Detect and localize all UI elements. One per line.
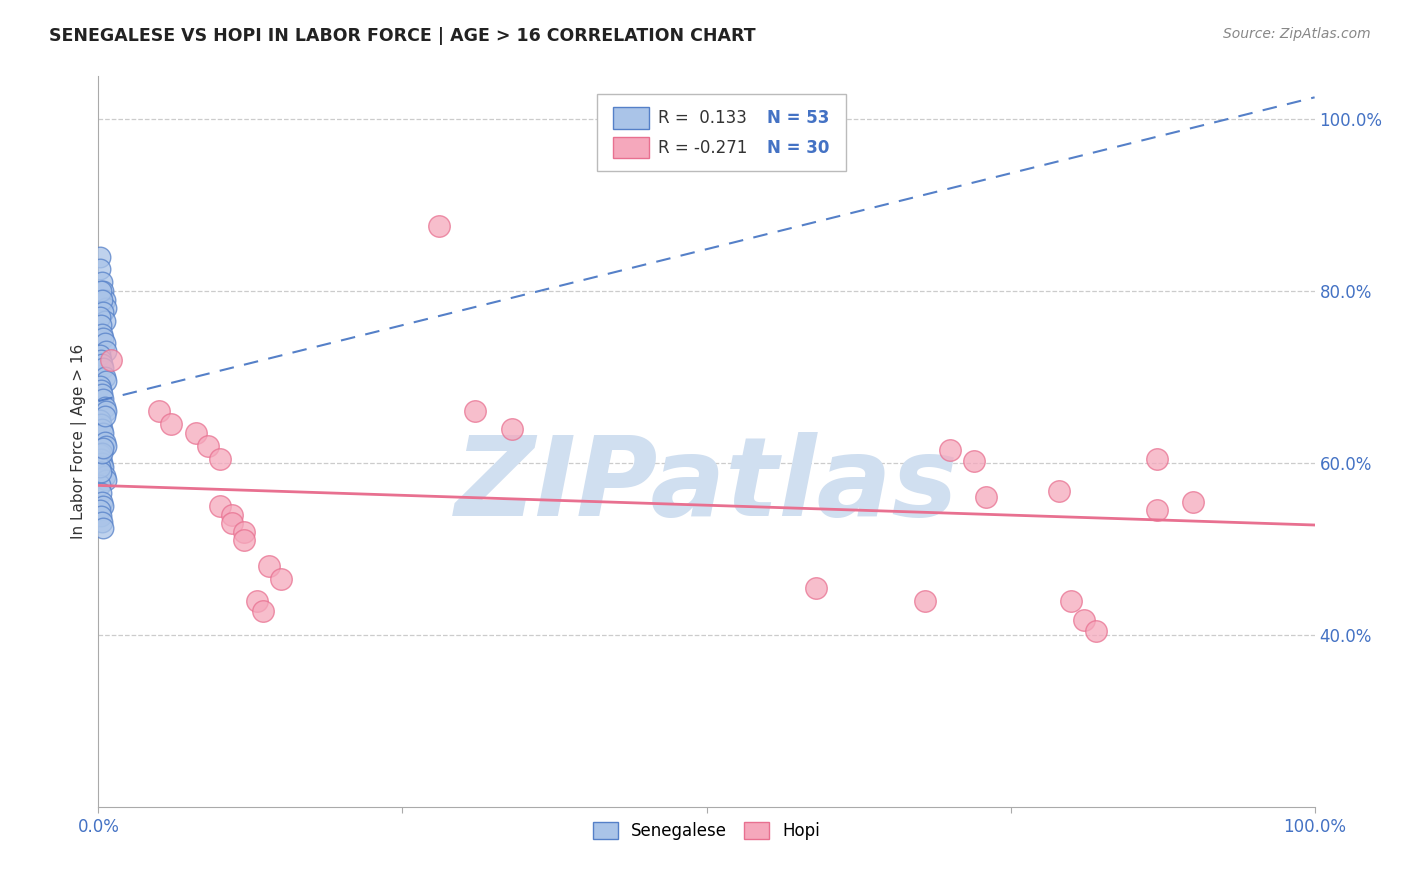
Point — [91, 361, 114, 376]
Point — [90, 486, 112, 500]
Point — [1146, 503, 1168, 517]
Point — [93, 293, 115, 307]
Point — [91, 520, 114, 534]
Point — [1073, 613, 1095, 627]
Point — [89, 460, 111, 475]
Point — [91, 284, 114, 298]
Point — [221, 516, 243, 531]
FancyBboxPatch shape — [598, 95, 846, 171]
Point — [1146, 451, 1168, 466]
Point — [257, 559, 280, 574]
Point — [89, 477, 111, 491]
Point — [89, 378, 111, 392]
Point — [90, 465, 112, 479]
Point — [939, 443, 962, 458]
Point — [91, 392, 114, 406]
Point — [89, 349, 111, 363]
Point — [974, 491, 997, 505]
Point — [221, 508, 243, 522]
Point — [93, 409, 115, 423]
Text: SENEGALESE VS HOPI IN LABOR FORCE | AGE > 16 CORRELATION CHART: SENEGALESE VS HOPI IN LABOR FORCE | AGE … — [49, 27, 756, 45]
Text: Source: ZipAtlas.com: Source: ZipAtlas.com — [1223, 27, 1371, 41]
Point — [914, 593, 936, 607]
FancyBboxPatch shape — [613, 136, 650, 159]
Point — [91, 460, 114, 475]
Point — [209, 451, 232, 466]
Y-axis label: In Labor Force | Age > 16: In Labor Force | Age > 16 — [72, 344, 87, 539]
Point — [93, 370, 115, 384]
Point — [90, 284, 112, 298]
Point — [93, 314, 115, 328]
Text: ZIPatlas: ZIPatlas — [454, 432, 959, 539]
Point — [94, 404, 117, 418]
Point — [1084, 624, 1107, 638]
Point — [89, 250, 111, 264]
Point — [1047, 484, 1070, 499]
Text: N = 53: N = 53 — [768, 109, 830, 128]
Point — [270, 572, 292, 586]
Point — [148, 404, 170, 418]
Point — [100, 352, 122, 367]
FancyBboxPatch shape — [613, 107, 650, 129]
Point — [1060, 593, 1083, 607]
Point — [209, 499, 232, 513]
Point — [89, 447, 111, 461]
Point — [89, 262, 111, 277]
Point — [90, 383, 112, 397]
Point — [91, 357, 114, 371]
Point — [91, 305, 114, 319]
Text: R =  0.133: R = 0.133 — [658, 109, 747, 128]
Point — [804, 581, 827, 595]
Point — [90, 318, 112, 333]
Point — [427, 219, 450, 234]
Point — [160, 417, 183, 432]
Point — [91, 331, 114, 345]
Point — [91, 293, 114, 307]
Point — [91, 495, 114, 509]
Point — [245, 593, 267, 607]
Text: R = -0.271: R = -0.271 — [658, 138, 747, 156]
Point — [93, 469, 115, 483]
Point — [91, 446, 114, 460]
Point — [89, 310, 111, 324]
Point — [233, 533, 256, 548]
Point — [94, 439, 117, 453]
Point — [91, 515, 114, 529]
Point — [252, 604, 274, 618]
Point — [93, 400, 115, 414]
Point — [1182, 495, 1205, 509]
Point — [91, 276, 114, 290]
Point — [91, 441, 114, 455]
Point — [464, 404, 486, 418]
Point — [91, 326, 114, 341]
Point — [184, 425, 207, 440]
Point — [91, 456, 114, 470]
Point — [91, 425, 114, 440]
Point — [89, 503, 111, 517]
Point — [90, 509, 112, 524]
Point — [94, 344, 117, 359]
Point — [94, 301, 117, 315]
Point — [90, 451, 112, 466]
Point — [93, 335, 115, 350]
Point — [91, 387, 114, 401]
Point — [197, 439, 219, 453]
Point — [93, 434, 115, 449]
Point — [90, 352, 112, 367]
Legend: Senegalese, Hopi: Senegalese, Hopi — [586, 815, 827, 847]
Point — [91, 499, 114, 513]
Point — [94, 473, 117, 487]
Point — [501, 422, 523, 436]
Text: N = 30: N = 30 — [768, 138, 830, 156]
Point — [963, 454, 986, 468]
Point — [233, 524, 256, 539]
Point — [91, 422, 114, 436]
Point — [89, 413, 111, 427]
Point — [90, 417, 112, 432]
Point — [94, 374, 117, 388]
